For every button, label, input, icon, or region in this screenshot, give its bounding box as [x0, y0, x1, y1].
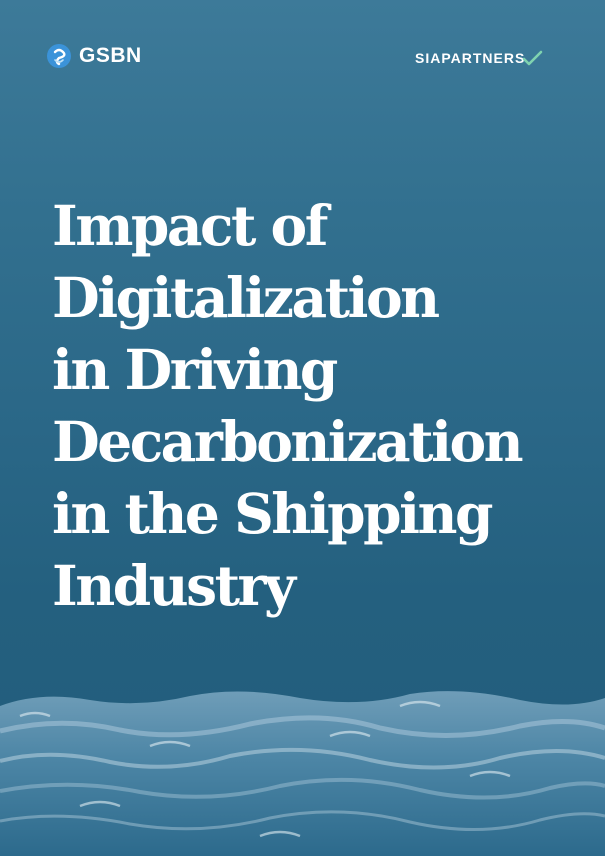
siapartners-logo-text: SIAPARTNERS	[415, 50, 526, 66]
report-title: Impact of Digitalization in Driving Deca…	[52, 190, 592, 622]
siapartners-logo: SIAPARTNERS	[415, 50, 543, 66]
gsbn-logo-text: GSBN	[79, 44, 142, 67]
gsbn-logo-icon	[47, 44, 71, 68]
title-line: Impact of	[52, 193, 328, 258]
title-line: in Driving	[52, 337, 338, 402]
title-line: Industry	[52, 553, 296, 618]
gsbn-logo: GSBN	[46, 43, 142, 69]
title-line: Digitalization	[52, 265, 440, 330]
title-line: in the Shipping	[52, 481, 493, 546]
ocean-waves-image	[0, 691, 605, 856]
title-line: Decarbonization	[52, 409, 524, 474]
sia-check-icon	[523, 50, 543, 66]
